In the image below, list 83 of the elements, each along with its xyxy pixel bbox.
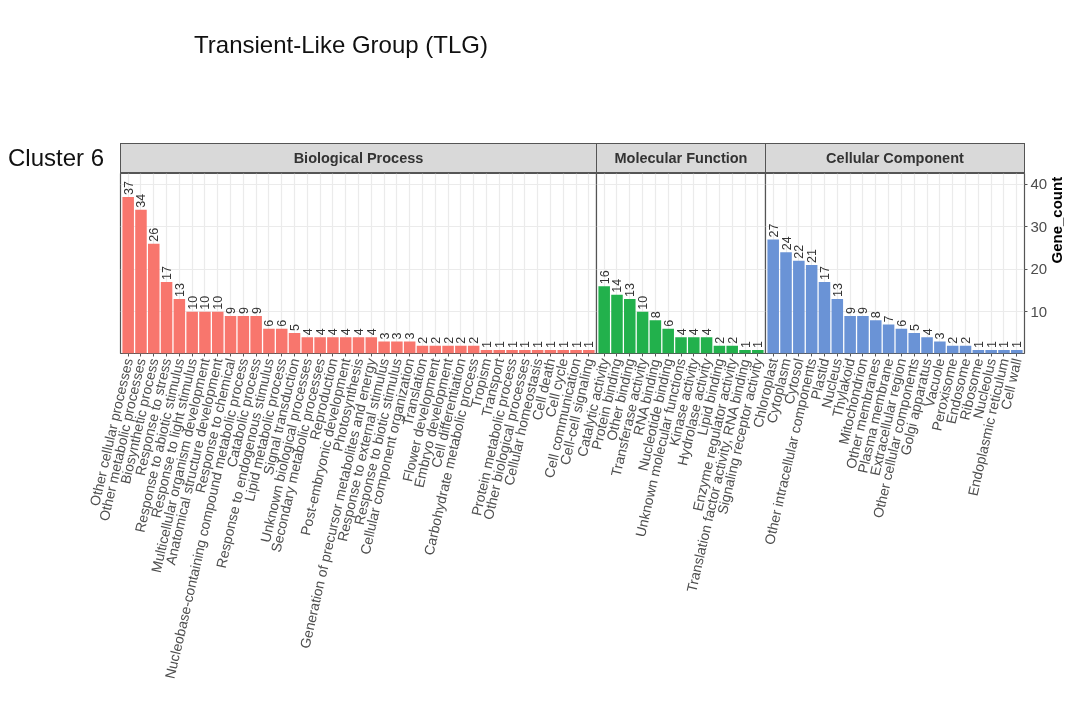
data-label: 34 — [134, 193, 149, 208]
data-label: 6 — [894, 319, 909, 327]
data-label: 1 — [751, 341, 766, 349]
data-label: 4 — [674, 328, 689, 336]
data-label: 16 — [597, 270, 612, 285]
data-label: 2 — [725, 336, 740, 344]
data-label: 5 — [288, 324, 303, 332]
data-label: 4 — [920, 328, 935, 336]
data-label: 4 — [313, 328, 328, 336]
data-label: 4 — [687, 328, 702, 336]
data-label: 2 — [946, 336, 961, 344]
data-label: 1 — [1010, 341, 1025, 349]
chart-title: Biological Process — [293, 149, 424, 168]
data-label: 4 — [326, 328, 341, 336]
y-tick-label: 30 — [1030, 217, 1048, 235]
data-label: 10 — [636, 295, 651, 310]
data-label: 1 — [738, 341, 753, 349]
data-label: 2 — [959, 336, 974, 344]
data-label: 1 — [582, 341, 597, 349]
data-label: 1 — [984, 341, 999, 349]
data-label: 6 — [661, 319, 676, 327]
data-label: 4 — [300, 328, 315, 336]
data-label: 6 — [262, 319, 277, 327]
bar — [288, 333, 301, 354]
data-label: 7 — [882, 315, 897, 323]
data-label: 37 — [121, 180, 136, 195]
data-label: 2 — [441, 336, 456, 344]
data-label: 10 — [185, 295, 200, 310]
y-axis-title: Gene_count — [1047, 176, 1065, 264]
data-label: 1 — [492, 341, 507, 349]
data-label: 3 — [403, 332, 418, 340]
data-label: 3 — [390, 332, 405, 340]
data-label: 6 — [275, 319, 290, 327]
data-label: 13 — [623, 283, 638, 298]
data-label: 9 — [843, 307, 858, 315]
data-label: 2 — [428, 336, 443, 344]
data-label: 1 — [569, 341, 584, 349]
data-label: 8 — [869, 311, 884, 319]
chart-title: Cellular Component — [826, 149, 964, 168]
data-label: 17 — [160, 266, 175, 281]
data-label: 3 — [377, 332, 392, 340]
data-label: 8 — [648, 311, 663, 319]
y-tick-label: 10 — [1030, 302, 1048, 320]
data-label: 1 — [531, 341, 546, 349]
y-tick-label: 40 — [1030, 175, 1048, 193]
data-label: 27 — [766, 223, 781, 238]
data-label: 10 — [211, 295, 226, 310]
data-label: 2 — [712, 336, 727, 344]
text: Transient-Like Group (TLG) — [194, 30, 488, 60]
data-label: 22 — [792, 244, 807, 259]
data-label: 13 — [172, 283, 187, 298]
data-label: 26 — [147, 227, 162, 242]
data-label: 1 — [971, 341, 986, 349]
data-label: 17 — [817, 266, 832, 281]
data-label: 21 — [805, 249, 820, 263]
data-label: 9 — [236, 307, 251, 315]
data-label: 1 — [505, 341, 520, 349]
data-label: 1 — [556, 341, 571, 349]
text: Cluster 6 — [8, 143, 105, 173]
data-label: 13 — [830, 283, 845, 298]
chart-title: Molecular Function — [614, 149, 748, 168]
data-label: 4 — [352, 328, 366, 336]
data-label: 5 — [907, 324, 922, 332]
data-label: 4 — [364, 328, 379, 336]
bar — [818, 282, 831, 354]
data-label: 4 — [700, 328, 715, 336]
data-label: 2 — [415, 336, 430, 344]
data-label: 24 — [779, 236, 794, 251]
data-label: 1 — [997, 341, 1012, 349]
data-label: 10 — [198, 295, 213, 310]
data-label: 1 — [543, 341, 558, 349]
data-label: 9 — [856, 307, 871, 315]
data-label: 2 — [454, 336, 469, 344]
data-label: 2 — [467, 336, 482, 344]
data-label: 14 — [610, 278, 625, 293]
data-label: 9 — [249, 307, 264, 315]
data-label: 1 — [479, 341, 494, 349]
y-tick-label: 20 — [1030, 260, 1048, 278]
data-label: 4 — [339, 328, 354, 336]
data-label: 3 — [933, 332, 948, 340]
data-label: 1 — [518, 341, 533, 349]
data-label: 9 — [224, 307, 239, 315]
bar — [352, 337, 365, 354]
